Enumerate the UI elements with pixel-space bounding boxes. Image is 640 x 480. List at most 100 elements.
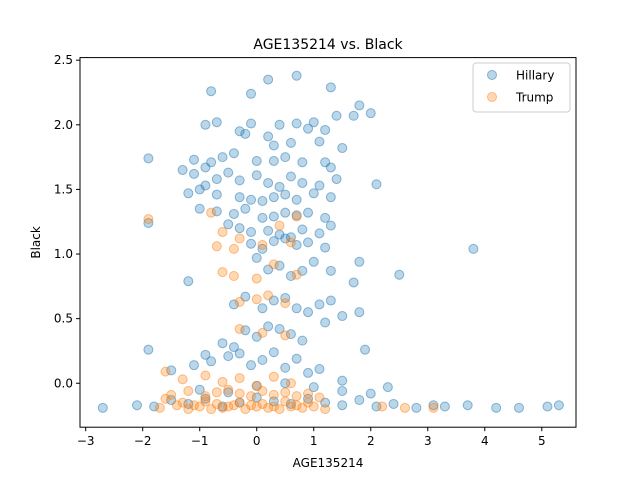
data-point-hillary <box>513 402 524 413</box>
data-point-trump <box>246 391 257 402</box>
data-point-hillary <box>285 137 296 148</box>
data-point-hillary <box>194 184 205 195</box>
data-point-hillary <box>297 157 308 168</box>
data-point-trump <box>234 388 245 399</box>
data-point-hillary <box>354 256 365 267</box>
data-point-hillary <box>291 118 302 129</box>
data-point-hillary <box>206 157 217 168</box>
data-point-trump <box>234 323 245 334</box>
data-point-hillary <box>337 386 348 397</box>
data-point-hillary <box>228 208 239 219</box>
data-point-hillary <box>303 307 314 318</box>
data-point-hillary <box>177 165 188 176</box>
data-point-hillary <box>234 175 245 186</box>
data-point-trump <box>234 233 245 244</box>
data-point-trump <box>291 211 302 222</box>
data-point-trump <box>217 402 228 413</box>
data-point-hillary <box>291 353 302 364</box>
data-point-hillary <box>200 180 211 191</box>
data-point-hillary <box>240 128 251 139</box>
data-point-hillary <box>553 400 564 411</box>
data-point-hillary <box>200 119 211 130</box>
plot-area <box>97 70 564 415</box>
data-point-hillary <box>314 228 325 239</box>
data-point-trump <box>234 296 245 307</box>
data-point-hillary <box>257 303 268 314</box>
data-point-trump <box>200 391 211 402</box>
data-point-hillary <box>337 311 348 322</box>
data-point-hillary <box>189 154 200 165</box>
data-point-hillary <box>268 347 279 358</box>
data-point-trump <box>240 404 251 415</box>
data-point-hillary <box>371 179 382 190</box>
data-point-trump <box>263 290 274 301</box>
data-point-trump <box>257 398 268 409</box>
data-point-hillary <box>268 140 279 151</box>
data-point-hillary <box>365 388 376 399</box>
data-point-hillary <box>280 233 291 244</box>
data-point-trump <box>268 371 279 382</box>
data-point-hillary <box>320 242 331 253</box>
data-point-hillary <box>263 177 274 188</box>
data-point-hillary <box>291 70 302 81</box>
data-point-hillary <box>268 236 279 247</box>
data-point-trump <box>285 237 296 248</box>
data-point-hillary <box>337 143 348 154</box>
data-point-hillary <box>337 400 348 411</box>
data-point-trump <box>217 267 228 278</box>
data-point-hillary <box>263 131 274 142</box>
y-tick-label: 1.0 <box>54 247 73 261</box>
data-point-hillary <box>257 212 268 223</box>
data-point-hillary <box>468 243 479 254</box>
data-point-hillary <box>462 400 473 411</box>
data-point-hillary <box>280 189 291 200</box>
data-point-trump <box>399 402 410 413</box>
data-point-trump <box>183 386 194 397</box>
data-point-trump <box>280 387 291 398</box>
legend-marker-trump <box>487 92 497 102</box>
data-point-hillary <box>439 401 450 412</box>
data-point-trump <box>211 241 222 252</box>
series-trump <box>143 207 439 415</box>
data-point-hillary <box>280 292 291 303</box>
data-point-hillary <box>314 180 325 191</box>
data-point-trump <box>274 404 285 415</box>
data-point-hillary <box>183 276 194 287</box>
data-point-trump <box>143 214 154 225</box>
data-point-trump <box>177 397 188 408</box>
data-point-hillary <box>291 303 302 314</box>
data-point-hillary <box>251 252 262 263</box>
data-point-hillary <box>217 152 228 163</box>
data-point-hillary <box>308 256 319 267</box>
data-point-trump <box>285 401 296 412</box>
data-point-hillary <box>308 117 319 128</box>
data-point-hillary <box>228 148 239 159</box>
data-point-hillary <box>223 387 234 398</box>
data-point-hillary <box>234 192 245 203</box>
data-point-hillary <box>308 382 319 393</box>
data-point-hillary <box>297 335 308 346</box>
y-tick-label: 0.5 <box>54 312 73 326</box>
x-tick-label: 4 <box>481 434 489 448</box>
x-tick-label: 5 <box>538 434 546 448</box>
data-point-trump <box>268 259 279 270</box>
data-point-trump <box>217 227 228 238</box>
legend-label-trump: Trump <box>515 91 553 105</box>
data-point-trump <box>228 400 239 411</box>
data-point-trump <box>200 370 211 381</box>
data-point-hillary <box>325 192 336 203</box>
data-point-hillary <box>228 342 239 353</box>
data-point-trump <box>251 294 262 305</box>
data-point-hillary <box>257 243 268 254</box>
axes-frame <box>79 57 577 428</box>
data-point-hillary <box>189 360 200 371</box>
data-point-hillary <box>200 393 211 404</box>
data-point-hillary <box>274 181 285 192</box>
data-point-trump <box>251 273 262 284</box>
data-point-trump <box>211 387 222 398</box>
data-point-hillary <box>251 170 262 181</box>
data-point-hillary <box>303 367 314 378</box>
x-axis-ticks: −3 −2 −1 0 1 2 3 4 5 <box>77 427 546 448</box>
y-tick-label: 2.0 <box>54 118 73 132</box>
